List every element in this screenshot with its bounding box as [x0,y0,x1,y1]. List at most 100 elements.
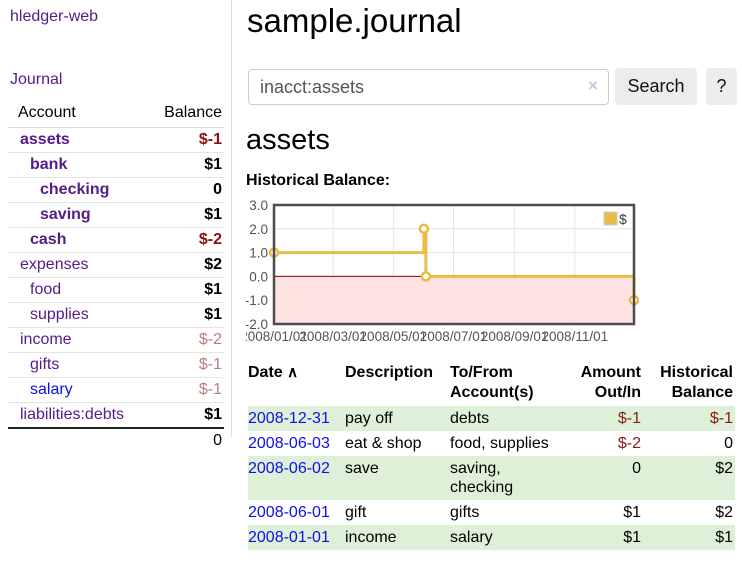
register-header-accounts: To/From Account(s) [450,364,534,401]
account-link-liabilities-debts[interactable]: liabilities:debts [20,406,125,423]
account-link-cash[interactable]: cash [30,231,67,248]
transaction-accounts: gifts [450,504,480,521]
search-button[interactable]: Search [615,68,697,105]
account-row: food $1 [8,277,224,303]
chart-title: Historical Balance: [246,172,391,189]
app-brand-link[interactable]: hledger-web [10,8,99,25]
data-point [420,271,432,282]
transaction-description: eat & shop [345,435,422,452]
account-balance: 0 [143,177,224,203]
transaction-balance: 0 [724,435,733,452]
y-tick-label: -2.0 [246,317,268,332]
transaction-accounts: debts [450,410,490,427]
transaction-accounts: salary [450,529,493,546]
transaction-description: save [345,460,379,477]
transaction-description: pay off [345,410,393,427]
transaction-balance: $1 [715,529,733,546]
x-tick-label: 2008/03/01 [299,329,367,344]
y-tick-label: 0.0 [249,269,268,284]
register-header-amount: Amount Out/In [580,364,641,401]
transaction-accounts: saving, checking [450,460,514,496]
account-balance: $-2 [143,327,224,353]
account-link-checking[interactable]: checking [40,181,110,198]
x-tick-label: 2008/01/01 [246,329,308,344]
account-row: salary $-1 [8,377,224,403]
transaction-amount: $-2 [617,435,641,452]
accounts-total-row: 0 [8,427,224,453]
clear-search-icon[interactable]: × [588,76,598,95]
accounts-header-balance: Balance [143,101,224,128]
account-link-gifts[interactable]: gifts [30,356,60,373]
transaction-description: gift [345,504,367,521]
transaction-accounts: food, supplies [450,435,549,452]
transaction-row[interactable]: 2008-12-31 pay off debts $-1 $-1 [248,406,735,431]
account-link-assets[interactable]: assets [20,131,70,148]
transaction-date-link[interactable]: 2008-06-02 [248,460,330,477]
transaction-balance: $2 [715,504,733,521]
sidebar: hledger-web Journal Account Balance asse… [0,0,232,453]
y-tick-label: 3.0 [249,200,268,213]
account-balance: $1 [143,152,224,178]
account-balance: $1 [143,402,224,429]
transaction-row[interactable]: 2008-06-01 gift gifts $1 $2 [248,500,735,525]
account-row: cash $-2 [8,227,224,253]
transaction-row[interactable]: 2008-06-02 save saving, checking 0 $2 [248,456,735,500]
negative-region [274,276,634,324]
legend-swatch [603,211,618,226]
account-balance: $-1 [143,352,224,378]
transaction-amount: 0 [632,460,641,477]
transaction-date-link[interactable]: 2008-01-01 [248,529,330,546]
transaction-row[interactable]: 2008-01-01 income salary $1 $1 [248,525,735,550]
sort-asc-icon: ∧ [287,364,299,381]
account-link-supplies[interactable]: supplies [30,306,89,323]
data-point [418,223,430,235]
page-title: sample.journal [247,2,462,39]
legend-label: $ [619,211,627,227]
account-row: liabilities:debts $1 [8,402,224,429]
transaction-date-link[interactable]: 2008-06-01 [248,504,330,521]
account-link-expenses[interactable]: expenses [20,256,89,273]
register-header-date[interactable]: Date ∧ [248,364,299,381]
y-tick-label: 1.0 [249,246,268,261]
transaction-description: income [345,529,397,546]
x-tick-label: 2008/05/01 [360,329,428,344]
x-tick-label: 2008/11/01 [542,329,609,344]
register-header-description: Description [345,364,434,381]
x-tick-label: 2008/09/01 [481,329,549,344]
transaction-date-link[interactable]: 2008-12-31 [248,410,330,427]
register-table: Date ∧ Description To/From Account(s) Am… [248,360,735,550]
accounts-total-value: 0 [143,427,224,453]
account-link-saving[interactable]: saving [40,206,91,223]
accounts-total-spacer [8,427,144,453]
account-row: bank $1 [8,152,224,178]
search-input[interactable] [248,69,609,105]
register-header-balance: Historical Balance [660,364,733,401]
plot-border [272,203,636,326]
account-row: saving $1 [8,202,224,228]
account-row: income $-2 [8,327,224,353]
x-tick-label: 2008/07/01 [420,329,488,344]
historical-balance-chart: $3.0 2.0 1.0 0.0 -1.0 -2.02008/01/012008/03/0… [246,200,640,344]
account-balance: $-2 [143,227,224,253]
account-link-bank[interactable]: bank [30,156,68,173]
account-link-food[interactable]: food [30,281,62,298]
transaction-date-link[interactable]: 2008-06-03 [248,435,330,452]
sidebar-item-journal[interactable]: Journal [10,71,63,88]
transaction-balance: $-1 [709,410,733,427]
transaction-row[interactable]: 2008-06-03 eat & shop food, supplies $-2 0 [248,431,735,456]
account-link-income[interactable]: income [20,331,72,348]
transaction-amount: $1 [623,504,641,521]
account-row: assets $-1 [8,127,224,153]
help-button[interactable]: ? [706,68,737,105]
accounts-table: Account Balance assets $-1 bank $1 checking 0… [8,101,224,453]
account-row: gifts $-1 [8,352,224,378]
account-balance: $-1 [143,127,224,153]
y-tick-label: 2.0 [249,222,268,237]
account-balance: $2 [143,252,224,278]
account-link-salary[interactable]: salary [30,381,73,398]
transaction-amount: $1 [623,529,641,546]
y-tick-label: -1.0 [246,293,268,308]
account-balance: $-1 [143,377,224,403]
account-balance: $1 [143,302,224,328]
account-row: expenses $2 [8,252,224,278]
